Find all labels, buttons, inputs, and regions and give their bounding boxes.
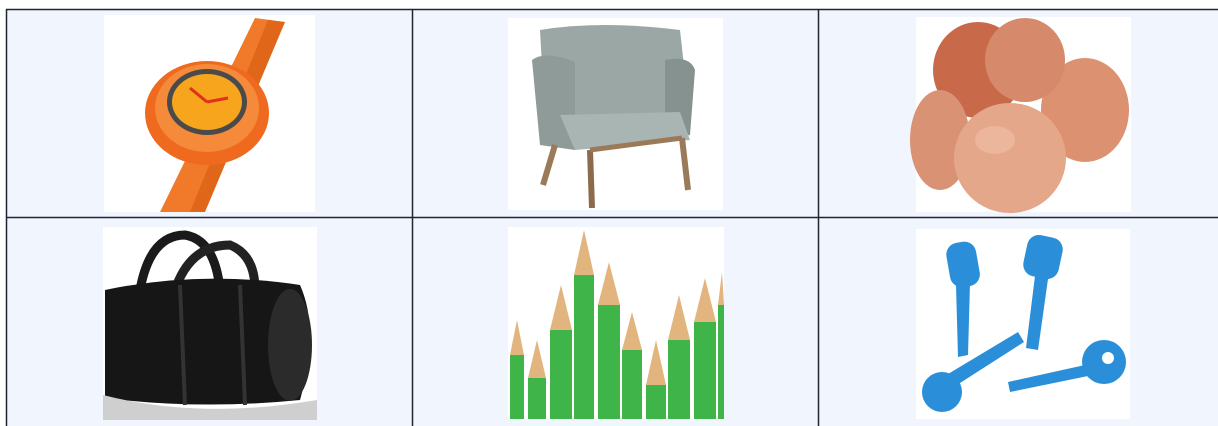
eggs-picture bbox=[910, 17, 1131, 213]
bag-picture bbox=[103, 227, 317, 420]
chair-picture bbox=[508, 18, 723, 210]
keys-picture bbox=[916, 229, 1130, 419]
picture-table bbox=[0, 0, 1218, 426]
page bbox=[0, 0, 1218, 426]
watch-picture bbox=[104, 15, 315, 212]
pencils-picture bbox=[508, 227, 724, 419]
